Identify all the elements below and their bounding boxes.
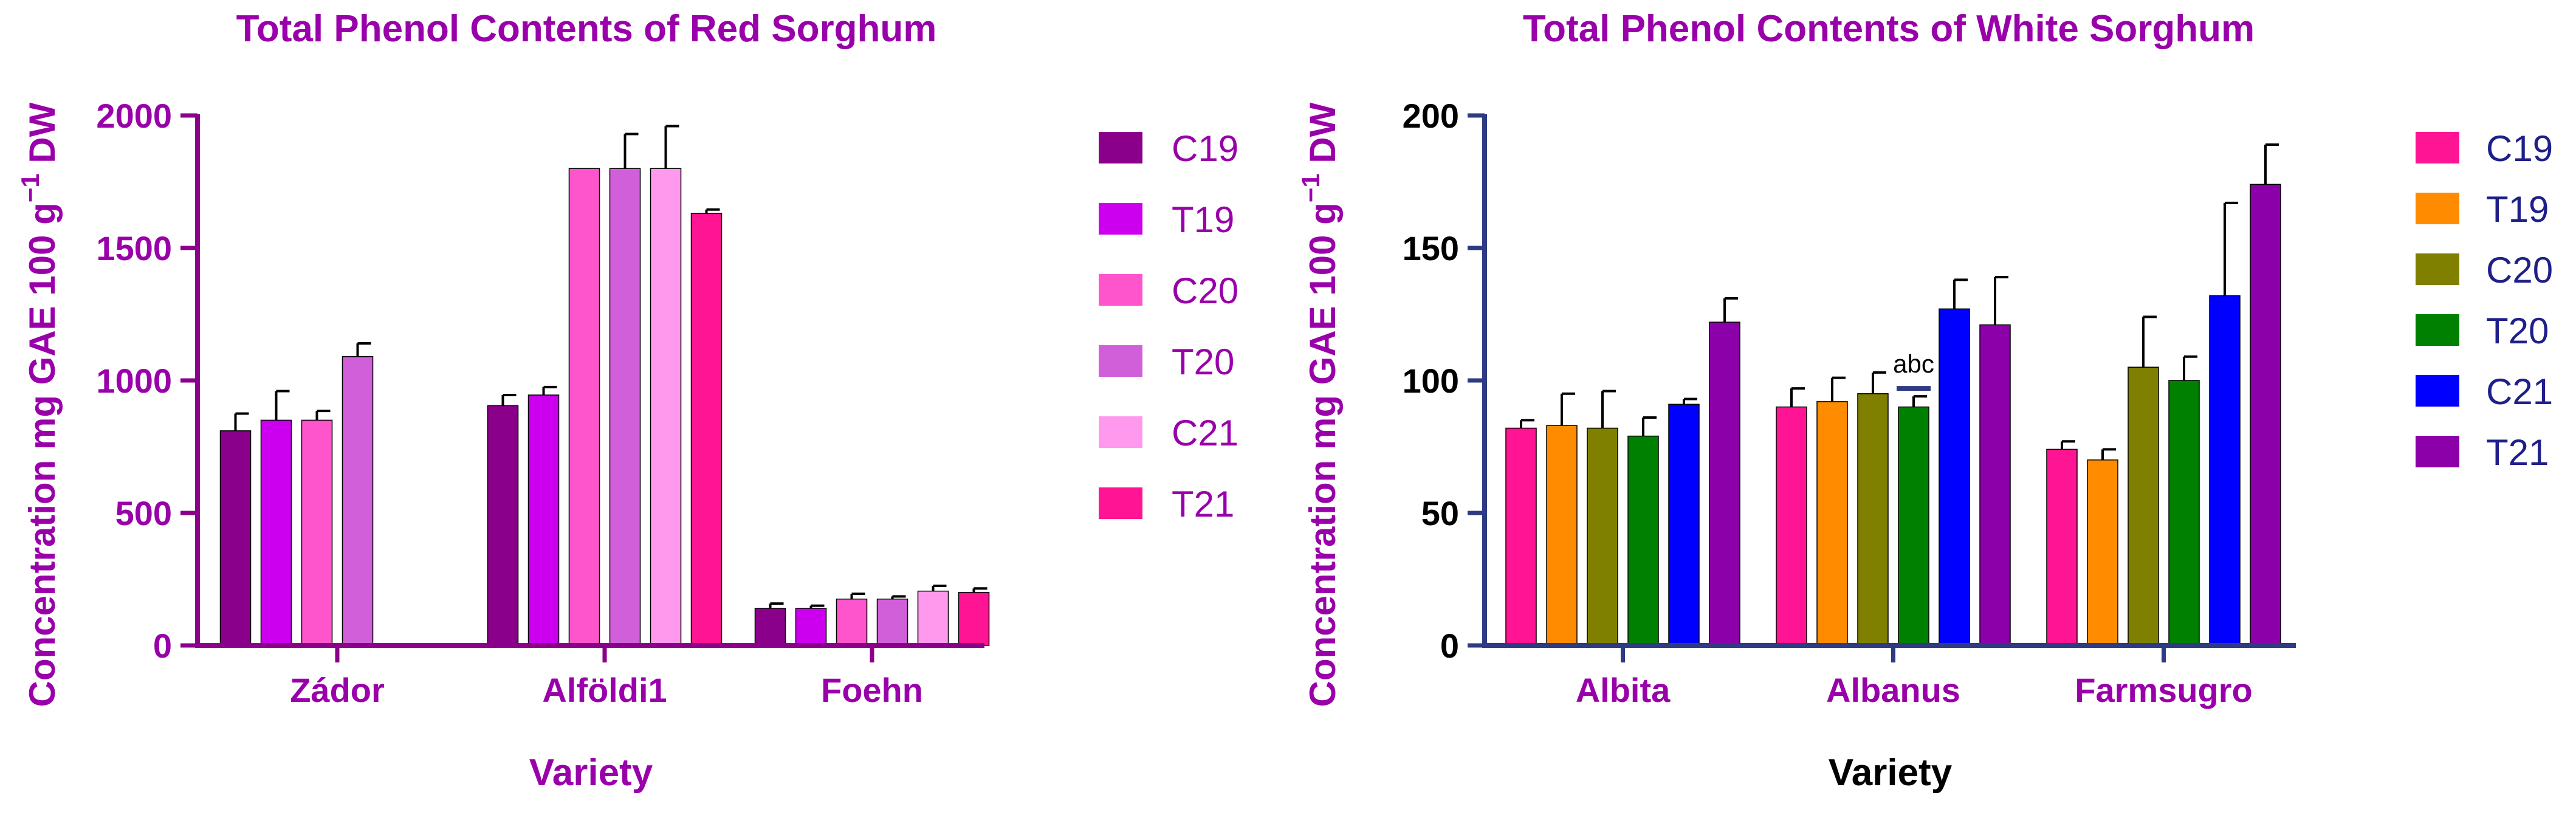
y-axis-label: Concentration mg GAE 100 g−1 DW [16,102,63,707]
bar-T20-1 [609,168,641,646]
category-label: Alföldi1 [542,671,667,709]
y-tick-label: 50 [1421,494,1459,532]
y-axis-label-main: Concentration mg GAE 100 g [1302,202,1343,707]
bar-C19-2 [2046,449,2078,646]
y-tick-label: 500 [115,494,172,532]
category-label: Albita [1576,671,1671,709]
bar-T20-2 [876,598,908,646]
chart-1: Total Phenol Contents of Red Sorghum Conc… [16,8,1238,794]
bar-C19-0 [219,430,252,646]
legend-label-T19: T19 [1172,199,1234,240]
legend-label-C21: C21 [1172,413,1238,453]
bar-C19-1 [1776,406,1807,646]
legend-label-C20: C20 [1172,270,1238,311]
chart-2: Total Phenol Contents of White Sorghum Co… [1296,8,2553,794]
bar-T20-2 [2168,380,2200,646]
legend-swatch-C19 [2416,132,2459,163]
y-tick-label: 1000 [96,362,172,400]
y-axis-label-suffix: DW [1302,102,1343,173]
annotation-label: abc [1893,349,1934,378]
bar-C20-2 [836,598,868,646]
bar-T20-0 [342,356,374,646]
bar-T19-1 [527,394,560,646]
bar-T21-1 [1979,324,2011,646]
bar-T20-1 [1898,406,1929,646]
category-label: Farmsugro [2075,671,2253,709]
y-tick-label: 0 [153,627,172,665]
bar-T19-0 [260,419,292,646]
bar-T20-0 [1627,435,1659,646]
legend-swatch-T20 [1099,345,1142,377]
legend-label-T20: T20 [2486,311,2549,351]
category-label: Foehn [821,671,923,709]
bar-C20-1 [1857,393,1889,646]
legend-label-C19: C19 [1172,128,1238,169]
y-tick-label: 1500 [96,229,172,267]
bar-C21-1 [650,168,682,646]
category-label: Albanus [1826,671,1960,709]
legend-swatch-C19 [1099,132,1142,163]
bar-C20-0 [301,419,333,646]
legend-label-C20: C20 [2486,250,2553,291]
legend-swatch-C21 [2416,375,2459,407]
bar-T21-1 [690,213,723,646]
legend-label-C21: C21 [2486,371,2553,412]
legend-swatch-C20 [1099,274,1142,306]
x-axis-label: Variety [529,752,653,794]
y-axis-label-main: Concentration mg GAE 100 g [22,202,63,707]
legend-swatch-T21 [2416,436,2459,467]
legend-label-C19: C19 [2486,128,2553,169]
bar-T21-2 [958,592,990,646]
y-axis-label-suffix: DW [22,102,63,173]
y-tick-label: 200 [1403,97,1459,135]
bar-C19-2 [754,608,786,646]
legend-label-T21: T21 [2486,432,2549,473]
bar-T19-2 [795,608,827,646]
legend-swatch-C20 [2416,253,2459,285]
bar-C21-0 [1668,404,1700,646]
bar-T21-0 [1709,322,1740,646]
bar-C20-1 [568,168,600,646]
legend-label-T21: T21 [1172,484,1234,524]
y-axis-label: Concentration mg GAE 100 g−1 DW [1296,102,1343,707]
legend-swatch-T21 [1099,487,1142,519]
bar-C21-2 [2209,295,2241,646]
x-axis-label: Variety [1829,752,1953,794]
legend-swatch-T20 [2416,314,2459,346]
y-axis-label-superscript: −1 [16,173,44,202]
legend-swatch-T19 [2416,193,2459,224]
legend-swatch-T19 [1099,203,1142,235]
legend-label-T20: T20 [1172,342,1234,382]
legend-label-T19: T19 [2486,189,2549,230]
bar-C19-0 [1505,427,1537,646]
y-tick-label: 150 [1403,229,1459,267]
bar-T19-1 [1816,401,1848,646]
bar-T19-0 [1546,425,1578,646]
bar-T19-2 [2087,459,2118,646]
y-tick-label: 0 [1440,627,1459,665]
legend-swatch-C21 [1099,416,1142,448]
category-label: Zádor [290,671,385,709]
bar-T21-2 [2250,184,2281,646]
bar-C21-2 [917,590,949,646]
chart-title: Total Phenol Contents of White Sorghum [1523,8,2255,50]
chart-title: Total Phenol Contents of Red Sorghum [236,8,937,50]
y-tick-label: 2000 [96,97,172,135]
y-tick-label: 100 [1403,362,1459,400]
bar-C19-1 [487,405,519,646]
bar-C21-1 [1939,308,1970,646]
bar-C20-0 [1587,427,1618,646]
y-axis-label-superscript: −1 [1296,173,1325,202]
bar-C20-2 [2128,366,2159,646]
